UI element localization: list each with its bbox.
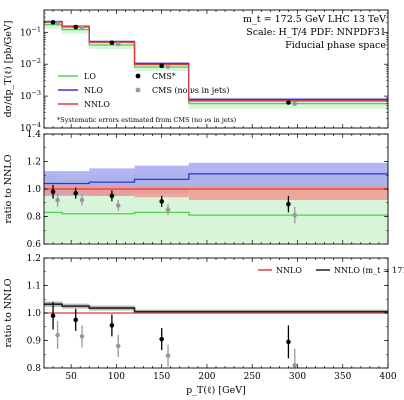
legend-top-label-1: CMS* <box>152 72 176 81</box>
legend-bottom-label-1: NNLO (m_t = 171.5 GeV) <box>334 266 404 275</box>
bottom-point-cms-3 <box>159 336 164 342</box>
middle-ytick-label-1.2: 1.2 <box>27 158 41 168</box>
middle-ytick-label-1.0: 1.0 <box>27 185 42 195</box>
legend-top-label-2: NLO <box>84 86 103 95</box>
top-point-cms-4 <box>286 100 291 105</box>
legend-top-swatch-1 <box>135 73 141 79</box>
top-point-cms-nonu-0 <box>55 21 60 26</box>
bottom-ylabel: ratio to NNLO <box>3 278 14 347</box>
top-ytick-label-10^-4: 10−4 <box>20 121 41 134</box>
bottom-point-cms-nonu-3 <box>165 353 171 358</box>
top-point-cms-nonu-4 <box>292 101 298 106</box>
bottom-plot-area <box>44 301 388 368</box>
bottom-xtick-label-250: 250 <box>244 372 261 382</box>
middle-point-cms-nonu-0 <box>55 197 60 203</box>
middle-ytick-label-0.6: 0.6 <box>27 240 42 250</box>
middle-point-cms-1 <box>73 190 78 196</box>
middle-point-cms-nonu-2 <box>115 203 121 208</box>
legend-top-label-3: CMS (no νs in jets) <box>152 86 229 95</box>
middle-band-nnlo-bin3 <box>134 186 189 198</box>
bottom-ytick-label-1.0: 1.0 <box>27 309 42 319</box>
legend-bottom-label-0: NNLO <box>276 266 302 275</box>
bottom-ytick-label-0.9: 0.9 <box>27 337 42 347</box>
legend-top: LO CMS* NLO CMS (no νs in jets) NNLO <box>58 72 229 109</box>
bottom-ytick-label-1.1: 1.1 <box>27 282 41 292</box>
top-ytick-label-10^-2: 10−2 <box>20 57 41 70</box>
top-panel: 10−1 10−2 10−3 10−4 dσ/dp_T(ℓ) [pb/GeV] <box>3 9 389 134</box>
bottom-point-cms-0 <box>50 313 56 319</box>
bottom-point-cms-nonu-4 <box>292 362 298 368</box>
annotation-line3: Fiducial phase space <box>285 40 386 51</box>
bottom-xtick-label-350: 350 <box>334 372 351 382</box>
top-ylabel: dσ/dp_T(ℓ) [pb/GeV] <box>3 21 14 118</box>
middle-ytick-label-1.4: 1.4 <box>27 130 42 140</box>
middle-ylabel: ratio to NNLO <box>3 154 14 223</box>
top-ytick-label-10^-3: 10−3 <box>20 89 41 102</box>
top-point-cms-nonu-2 <box>115 41 121 47</box>
bottom-point-cms-2 <box>109 323 115 328</box>
bottom-point-cms-1 <box>73 317 78 323</box>
annotation-line1: m_t = 172.5 GeV LHC 13 TeV <box>243 14 386 25</box>
bottom-xtick-label-150: 150 <box>153 372 170 382</box>
footnote: *Systematic errors estimated from CMS (n… <box>57 116 237 124</box>
middle-line-lo <box>44 211 388 216</box>
middle-line-nlo <box>44 173 388 185</box>
middle-band-nlo-bin4 <box>188 162 388 189</box>
top-point-cms-3 <box>159 63 164 69</box>
legend-bottom: NNLO NNLO (m_t = 171.5 GeV) <box>258 266 404 275</box>
top-ytick-label-10^-1: 10−1 <box>20 25 41 38</box>
middle-point-cms-nonu-4 <box>292 212 298 218</box>
legend-top-label-0: LO <box>84 72 96 81</box>
bottom-line-nnlo-m-t-171-5-gev- <box>44 303 388 313</box>
middle-band-nnlo-bin4 <box>188 186 388 200</box>
middle-panel: 0.6 0.8 1.0 1.2 1.4 ratio to NNLO <box>3 130 389 250</box>
top-point-cms-nonu-1 <box>79 25 85 30</box>
bottom-point-cms-nonu-0 <box>55 332 60 338</box>
bottom-point-cms-nonu-2 <box>115 343 121 349</box>
bottom-xtick-label-400: 400 <box>379 372 396 382</box>
middle-point-cms-0 <box>50 189 56 195</box>
middle-ytick-label-0.8: 0.8 <box>27 213 42 223</box>
bottom-point-cms-nonu-1 <box>79 334 85 339</box>
top-point-cms-0 <box>50 20 56 25</box>
bottom-xtick-label-200: 200 <box>198 372 215 382</box>
middle-point-cms-4 <box>286 201 291 207</box>
middle-point-cms-nonu-3 <box>165 207 171 212</box>
top-point-cms-2 <box>109 40 115 46</box>
middle-plot-area <box>44 162 388 243</box>
bottom-xtick-label-300: 300 <box>289 372 306 382</box>
bottom-ytick-label-1.2: 1.2 <box>27 254 41 264</box>
top-point-cms-nonu-3 <box>165 64 171 70</box>
middle-point-cms-2 <box>109 193 115 199</box>
bottom-point-cms-4 <box>286 339 291 345</box>
bottom-panel: 50 100 150 200 250 300 350 400 0.8 0.9 1.0 1.1 1.2 ra… <box>3 254 397 396</box>
bottom-xtick-label-100: 100 <box>108 372 125 382</box>
bottom-xtick-label-50: 50 <box>65 372 77 382</box>
middle-point-cms-nonu-1 <box>79 197 85 203</box>
top-plot-area <box>44 20 388 109</box>
legend-top-swatch-3 <box>135 87 141 93</box>
top-point-cms-1 <box>73 24 78 30</box>
middle-point-cms-3 <box>159 199 164 204</box>
bottom-xlabel: p_T(ℓ) [GeV] <box>186 385 246 396</box>
annotation-line2: Scale: H_T/4 PDF: NNPDF31 <box>246 27 386 38</box>
bottom-ytick-label-0.8: 0.8 <box>27 364 42 374</box>
legend-top-label-4: NNLO <box>84 100 110 109</box>
